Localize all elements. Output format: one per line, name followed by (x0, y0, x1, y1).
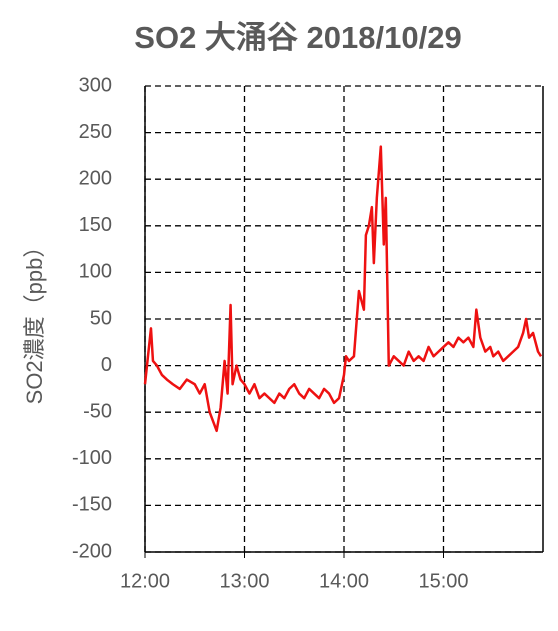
y-tick-label: -200 (72, 540, 112, 562)
x-tick-label: 14:00 (319, 570, 369, 592)
x-tick-label: 12:00 (120, 570, 170, 592)
y-tick-label: 200 (79, 167, 112, 189)
y-tick-label: 300 (79, 74, 112, 96)
y-tick-label: 0 (101, 354, 112, 376)
data-line (143, 145, 543, 433)
chart-title: SO2 大涌谷 2018/10/29 (134, 20, 461, 55)
y-tick-label: -50 (83, 400, 112, 422)
y-tick-label: -150 (72, 494, 112, 516)
y-tick-label: 50 (90, 307, 112, 329)
y-tick-label: 250 (79, 121, 112, 143)
y-tick-label: 150 (79, 214, 112, 236)
x-tick-label: 15:00 (418, 570, 468, 592)
y-tick-label: -100 (72, 447, 112, 469)
x-tick-label: 13:00 (219, 570, 269, 592)
y-axis-label: SO2濃度（ppb） (22, 236, 47, 405)
y-tick-label: 100 (79, 261, 112, 283)
